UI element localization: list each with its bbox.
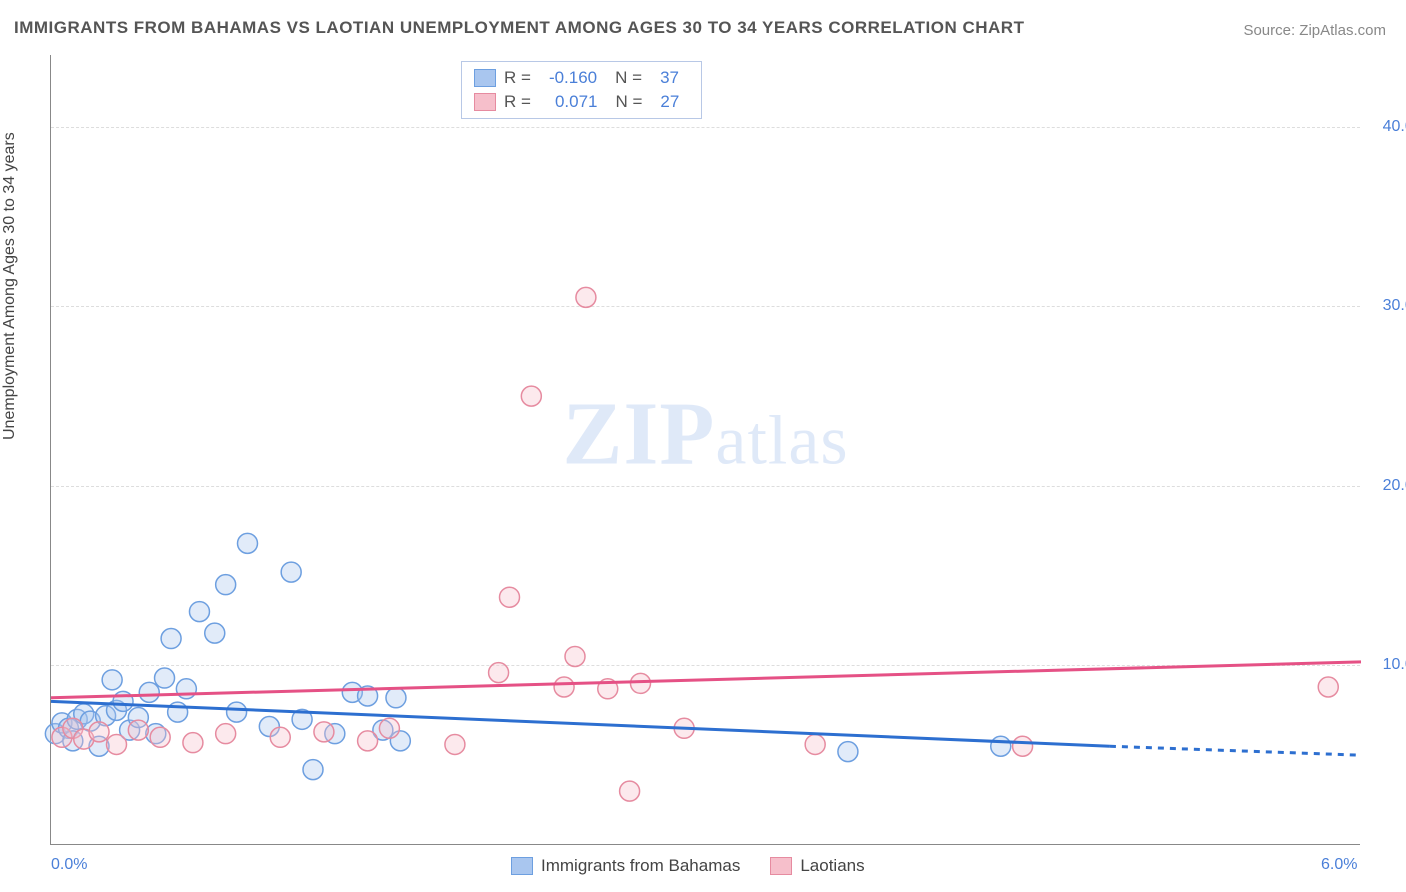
data-point <box>576 287 596 307</box>
data-point <box>386 688 406 708</box>
data-point <box>238 533 258 553</box>
data-point <box>216 575 236 595</box>
data-point <box>155 668 175 688</box>
y-axis-label: Unemployment Among Ages 30 to 34 years <box>1 132 19 440</box>
x-tick-label: 6.0% <box>1321 856 1357 874</box>
data-point <box>270 727 290 747</box>
data-point <box>991 736 1011 756</box>
data-point <box>205 623 225 643</box>
source-attribution: Source: ZipAtlas.com <box>1243 22 1386 39</box>
data-point <box>303 760 323 780</box>
data-point <box>227 702 247 722</box>
trend-line <box>1110 746 1361 755</box>
data-point <box>379 718 399 738</box>
data-point <box>89 722 109 742</box>
x-tick-label: 0.0% <box>51 856 87 874</box>
data-point <box>805 734 825 754</box>
data-point <box>358 731 378 751</box>
trend-line <box>51 701 1110 746</box>
trend-line <box>51 662 1361 698</box>
data-point <box>107 734 127 754</box>
data-point <box>128 720 148 740</box>
data-point <box>102 670 122 690</box>
series-legend: Immigrants from Bahamas Laotians <box>511 856 865 876</box>
legend-swatch-bottom-2 <box>770 857 792 875</box>
data-point <box>216 724 236 744</box>
legend-item-2: Laotians <box>770 856 864 876</box>
data-point <box>314 722 334 742</box>
data-point <box>620 781 640 801</box>
data-point <box>554 677 574 697</box>
data-point <box>183 733 203 753</box>
data-point <box>176 679 196 699</box>
plot-area: ZIPatlas 10.0%20.0%30.0%40.0% R = -0.160… <box>50 55 1360 845</box>
legend-label-2: Laotians <box>800 856 864 876</box>
data-point <box>161 629 181 649</box>
data-point <box>521 386 541 406</box>
data-point <box>139 682 159 702</box>
data-point <box>150 727 170 747</box>
legend-item-1: Immigrants from Bahamas <box>511 856 740 876</box>
data-point <box>500 587 520 607</box>
data-point <box>838 742 858 762</box>
data-point <box>281 562 301 582</box>
data-point <box>1013 736 1033 756</box>
legend-label-1: Immigrants from Bahamas <box>541 856 740 876</box>
data-point <box>631 673 651 693</box>
scatter-svg <box>51 55 1360 844</box>
data-point <box>189 602 209 622</box>
legend-swatch-bottom-1 <box>511 857 533 875</box>
y-tick-label: 10.0% <box>1383 656 1406 674</box>
y-tick-label: 20.0% <box>1383 477 1406 495</box>
data-point <box>565 646 585 666</box>
data-point <box>489 663 509 683</box>
y-tick-label: 40.0% <box>1383 118 1406 136</box>
data-point <box>445 734 465 754</box>
data-point <box>1318 677 1338 697</box>
chart-title: IMMIGRANTS FROM BAHAMAS VS LAOTIAN UNEMP… <box>14 18 1024 38</box>
y-tick-label: 30.0% <box>1383 297 1406 315</box>
